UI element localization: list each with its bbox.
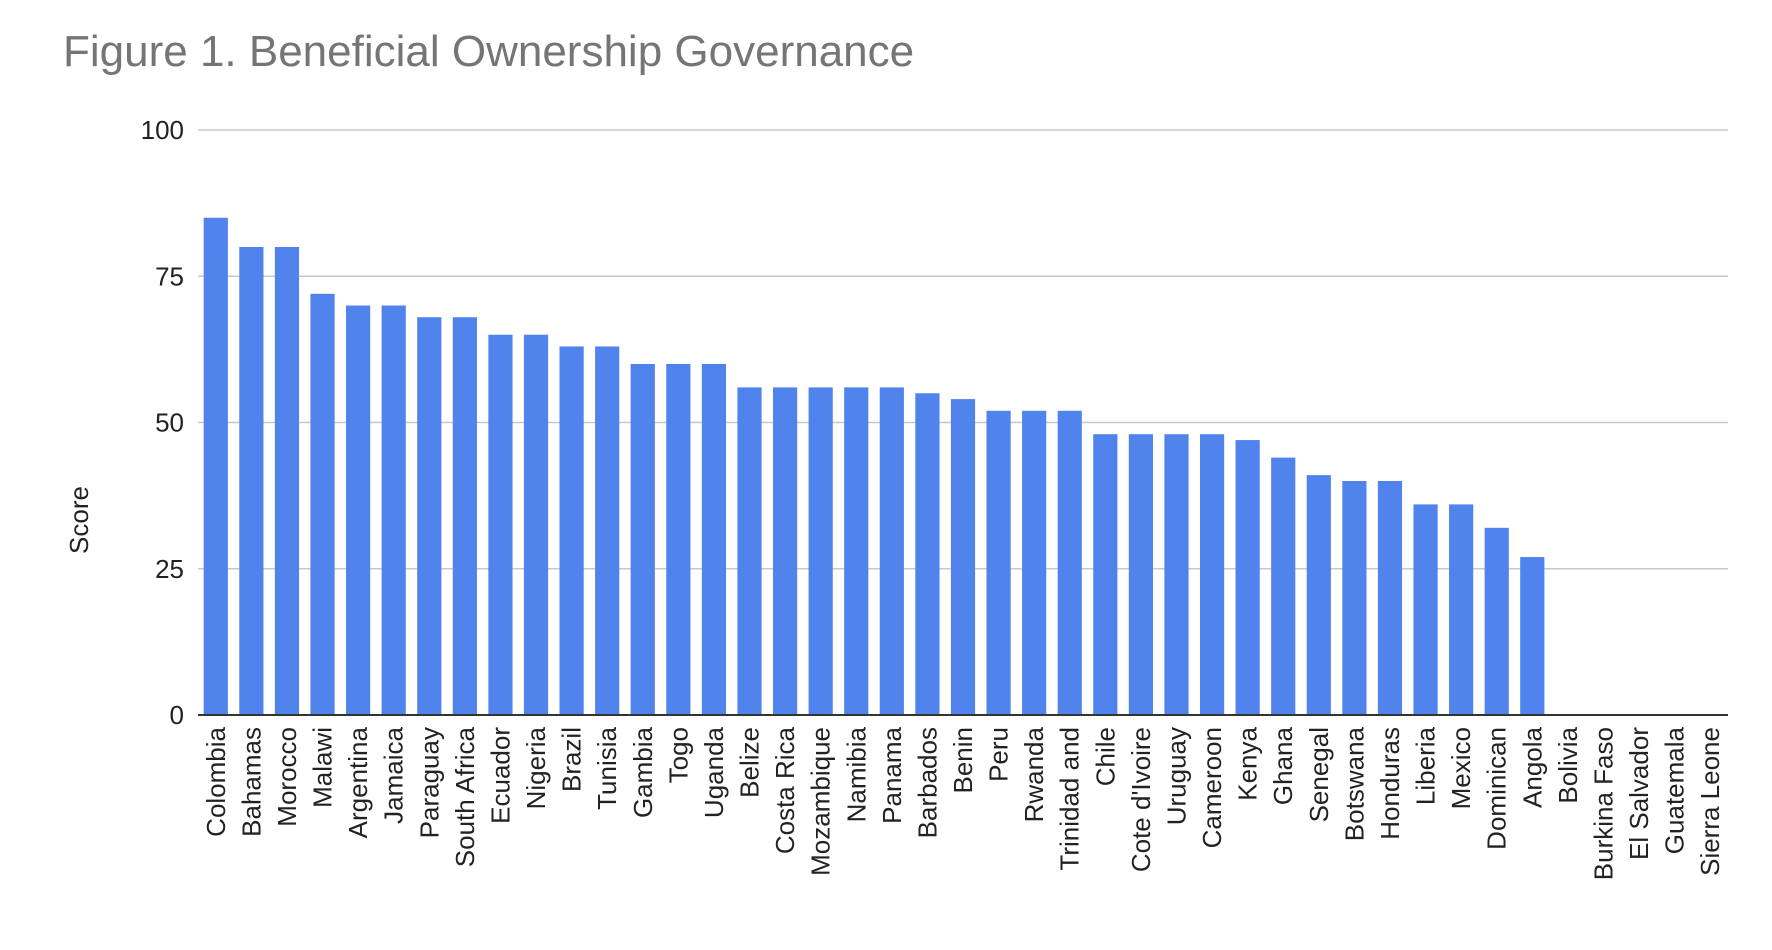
bar xyxy=(239,247,264,715)
x-tick-label: Botswana xyxy=(1339,726,1369,841)
bar xyxy=(1271,457,1296,715)
bar xyxy=(737,387,762,715)
bar xyxy=(1484,527,1509,715)
x-tick-label: Barbados xyxy=(912,727,942,838)
bar xyxy=(1093,434,1118,715)
bar xyxy=(203,217,228,715)
x-tick-label: Angola xyxy=(1517,726,1547,807)
bar xyxy=(1342,481,1367,715)
bar xyxy=(1057,410,1082,715)
bar xyxy=(844,387,869,715)
x-tick-label: Peru xyxy=(984,727,1014,782)
x-tick-label: Gambia xyxy=(628,726,658,818)
x-tick-label: Colombia xyxy=(201,726,231,836)
bar xyxy=(559,346,584,715)
bar xyxy=(772,387,798,715)
x-tick-label: Trinidad and xyxy=(1055,727,1085,871)
bar xyxy=(666,364,691,715)
bar xyxy=(523,334,549,715)
bar xyxy=(630,364,655,715)
bar xyxy=(1199,434,1225,715)
bar xyxy=(879,387,904,715)
x-tick-label: Senegal xyxy=(1304,727,1334,822)
x-tick-label: Cote d'Ivoire xyxy=(1126,727,1156,872)
x-axis-ticks: Colombia Bahamas Morocco Malawi Argentina Jam… xyxy=(201,726,1725,880)
x-tick-label: Cameroon xyxy=(1197,727,1227,848)
x-tick-label: Argentina xyxy=(343,726,373,838)
y-tick-label: 100 xyxy=(141,115,184,145)
bar xyxy=(915,393,940,715)
bars xyxy=(203,217,1545,715)
x-tick-label: Bolivia xyxy=(1553,726,1583,803)
bar xyxy=(595,346,620,715)
bar xyxy=(381,305,406,715)
x-tick-label: Dominican xyxy=(1482,727,1512,850)
x-tick-label: Tunisia xyxy=(592,726,622,809)
bar xyxy=(1377,481,1403,715)
bar xyxy=(1235,440,1260,715)
bar xyxy=(1128,434,1154,715)
bar xyxy=(1520,557,1545,715)
bar xyxy=(1306,475,1331,715)
x-tick-label: Belize xyxy=(735,727,765,798)
bar xyxy=(346,305,371,715)
x-tick-label: Honduras xyxy=(1375,727,1405,840)
bar xyxy=(417,317,442,715)
x-tick-label: Morocco xyxy=(272,727,302,827)
x-tick-label: Guatemala xyxy=(1660,726,1690,854)
bar xyxy=(310,293,335,715)
x-tick-label: Mexico xyxy=(1446,727,1476,809)
x-tick-label: Costa Rica xyxy=(770,726,800,854)
x-tick-label: Burkina Faso xyxy=(1588,727,1618,880)
bar xyxy=(1022,410,1047,715)
x-tick-label: Ghana xyxy=(1268,726,1298,805)
x-tick-label: Benin xyxy=(948,727,978,794)
x-tick-label: Nigeria xyxy=(521,726,551,809)
x-tick-label: Brazil xyxy=(557,727,587,792)
x-tick-label: Mozambique xyxy=(806,727,836,876)
y-axis-label: Score xyxy=(64,486,94,554)
x-tick-label: Rwanda xyxy=(1019,726,1049,822)
bar xyxy=(986,410,1011,715)
x-tick-label: South Africa xyxy=(450,726,480,867)
x-tick-label: Paraguay xyxy=(414,727,444,838)
x-tick-label: Liberia xyxy=(1411,726,1441,805)
x-tick-label: Bahamas xyxy=(236,727,266,837)
y-tick-label: 75 xyxy=(155,261,184,291)
y-tick-label: 25 xyxy=(155,554,184,584)
bar xyxy=(488,334,513,715)
x-tick-label: Sierra Leone xyxy=(1695,727,1725,876)
x-tick-label: Kenya xyxy=(1233,726,1263,800)
x-tick-label: Namibia xyxy=(841,726,871,822)
bar xyxy=(452,317,477,715)
bar xyxy=(701,364,727,715)
bar xyxy=(274,247,300,715)
x-tick-label: Panama xyxy=(877,726,907,823)
x-tick-label: Uganda xyxy=(699,726,729,818)
x-tick-label: Togo xyxy=(663,727,693,783)
y-tick-label: 50 xyxy=(155,408,184,438)
x-tick-label: Jamaica xyxy=(379,726,409,823)
x-tick-label: Uruguay xyxy=(1161,727,1191,825)
bar xyxy=(1164,434,1189,715)
chart-title: Figure 1. Beneficial Ownership Governanc… xyxy=(63,27,914,76)
y-axis-ticks: 0 25 50 75 100 xyxy=(141,115,184,730)
y-tick-label: 0 xyxy=(170,700,184,730)
bar xyxy=(808,387,833,715)
bar xyxy=(1449,504,1474,715)
x-tick-label: Malawi xyxy=(308,727,338,808)
x-tick-label: Chile xyxy=(1090,727,1120,786)
x-tick-label: El Salvador xyxy=(1624,727,1654,860)
x-tick-label: Ecuador xyxy=(485,727,515,824)
bar xyxy=(950,399,976,715)
bar xyxy=(1413,504,1438,715)
